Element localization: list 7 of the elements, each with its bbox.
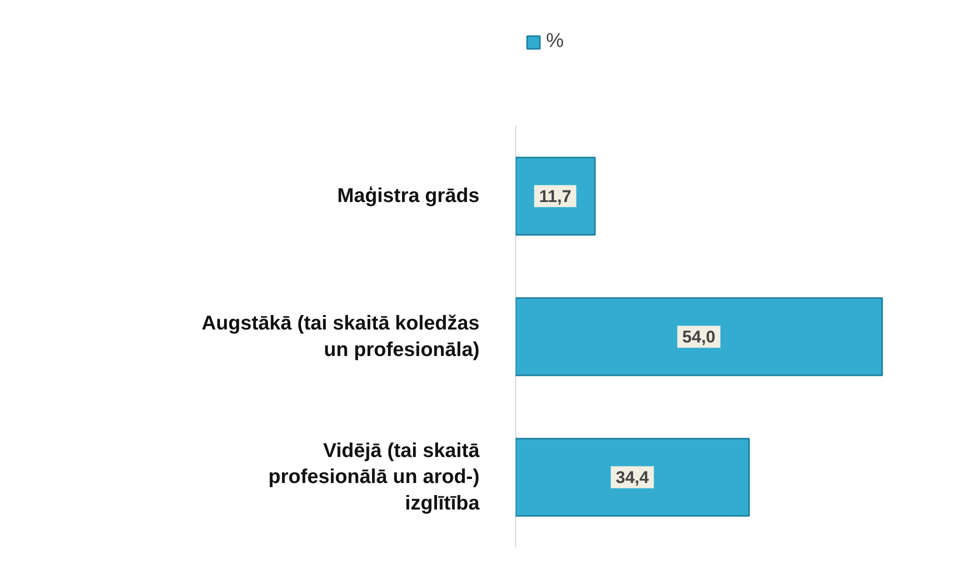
y-tick-label: Augstākā (tai skaitā koledžas un profesionāla)	[202, 312, 480, 361]
legend-label: %	[546, 30, 565, 53]
y-tick-label: Maģistra grāds	[337, 185, 480, 208]
data-label: 54,0	[682, 328, 716, 347]
data-label: 34,4	[616, 468, 650, 488]
y-tick-label: Vidējā (tai skaitā profesionālā un arod-) izglītība	[268, 440, 480, 515]
data-label: 11,7	[539, 187, 572, 206]
